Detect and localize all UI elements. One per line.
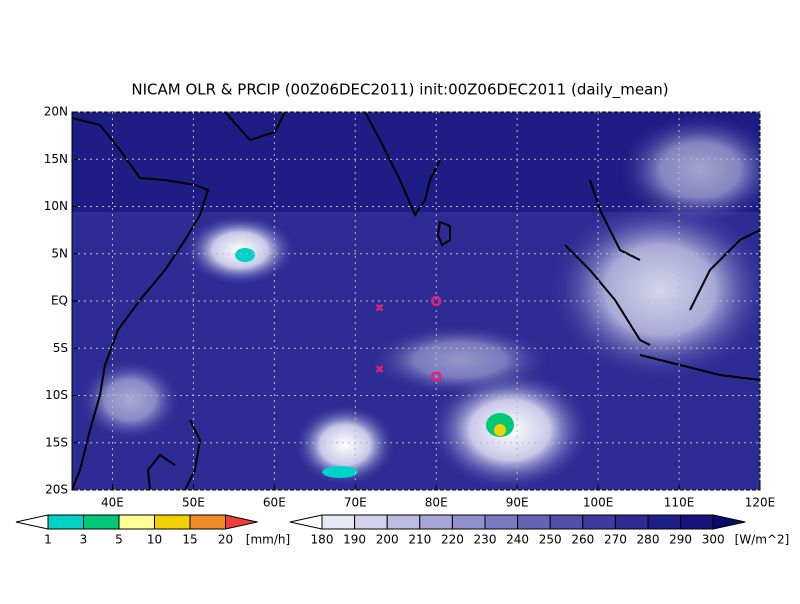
colorbar-label: 180 [311,533,334,547]
colorbar-box [419,514,453,530]
x-tick-label: 100E [583,496,614,510]
colorbar-label: 5 [115,533,123,547]
y-tick-label: 5N [51,246,68,260]
marker-cross [375,303,384,312]
colorbar-box [321,514,356,530]
y-tick-label: 20N [44,105,68,119]
colorbar-label: 210 [408,533,431,547]
colorbar-end [225,514,258,530]
colorbar-unit: [mm/h] [246,533,290,547]
x-tick-label: 40E [101,496,124,510]
colorbar-label: 250 [539,533,562,547]
colorbar-box [83,514,120,530]
colorbar-box [517,514,551,530]
title: NICAM OLR & PRCIP (00Z06DEC2011) init:00… [131,81,668,100]
colorbar-label: 270 [604,533,627,547]
colorbar-box [47,514,84,530]
y-tick-label: 15N [44,152,68,166]
colorbar-label: 1 [44,533,52,547]
y-tick-label: EQ [51,294,68,308]
colorbar-label: 10 [147,533,162,547]
x-tick-label: 50E [182,496,205,510]
x-tick-label: 120E [745,496,776,510]
field [72,112,760,490]
colorbar-box [614,514,649,530]
colorbar-label: 230 [474,533,497,547]
colorbar-label: 260 [571,533,594,547]
colorbar-label: 3 [80,533,88,547]
colorbar-box [189,514,226,530]
colorbar-box [549,514,584,530]
colorbar-label: 15 [182,533,197,547]
colorbar-box [118,514,155,530]
colorbar-box [386,514,421,530]
colorbar-end [712,514,746,530]
y-tick-label: 20S [45,483,68,497]
colorbar-box [582,514,616,530]
y-tick-label: 15S [45,435,68,449]
colorbar-box [484,514,519,530]
y-tick-label: 10N [44,199,68,213]
colorbar-label: 300 [702,533,725,547]
colorbar-label: 20 [218,533,233,547]
y-tick-label: 10S [45,388,68,402]
colorbar-label: 220 [441,533,464,547]
colorbar-box [647,514,682,530]
colorbar-label: 190 [343,533,366,547]
x-tick-label: 60E [263,496,286,510]
colorbar-label: 240 [506,533,529,547]
colorbar-label: 290 [669,533,692,547]
marker-cross [375,365,384,373]
colorbar-label: 200 [376,533,399,547]
x-tick-label: 110E [664,496,695,510]
colorbar-end [289,514,323,530]
colorbar-box [354,514,388,530]
x-tick-label: 90E [506,496,529,510]
marker-circle [430,295,442,307]
colorbar-end [15,514,49,530]
colorbar-unit: [W/m^2] [735,533,790,547]
colorbar-box [154,514,191,530]
colorbar-label: 280 [637,533,660,547]
x-tick-label: 80E [425,496,448,510]
colorbar-box [451,514,486,530]
y-tick-label: 5S [53,341,68,355]
marker-circle [430,371,442,382]
x-tick-label: 70E [344,496,367,510]
colorbar-box [680,514,714,530]
